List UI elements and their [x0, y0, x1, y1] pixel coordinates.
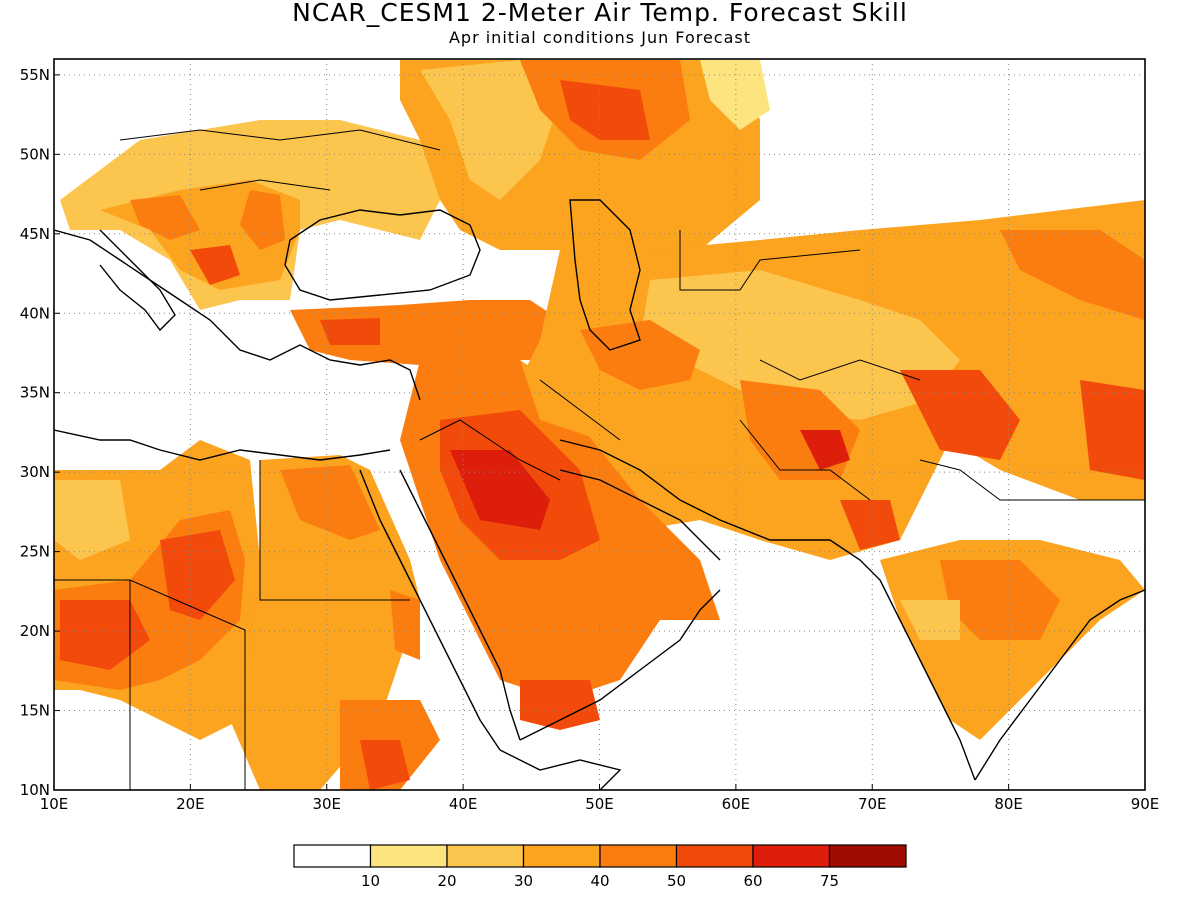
colorbar-label: 40 — [590, 872, 609, 890]
country-borders — [54, 129, 1145, 790]
lon-tick-label: 10E — [40, 795, 69, 813]
lon-tick-label: 70E — [858, 795, 887, 813]
lat-tick-label: 45N — [20, 225, 50, 243]
colorbar-label: 50 — [667, 872, 686, 890]
colorbar-swatch — [675, 844, 754, 868]
lat-tick-label: 40N — [20, 304, 50, 322]
colorbar-label: 60 — [743, 872, 762, 890]
lon-tick-label: 60E — [722, 795, 751, 813]
map-subtitle: Apr initial conditions Jun Forecast — [448, 28, 752, 47]
colorbar-swatch — [828, 844, 907, 868]
lon-tick-label: 50E — [585, 795, 614, 813]
lon-tick-label: 40E — [449, 795, 478, 813]
skill-region-turkey — [290, 300, 560, 365]
colorbar-label: 75 — [820, 872, 839, 890]
lon-tick-label: 20E — [176, 795, 205, 813]
lat-tick-label: 55N — [20, 66, 50, 84]
colorbar-label: 30 — [514, 872, 533, 890]
lat-tick-label: 20N — [20, 622, 50, 640]
lon-tick-label: 90E — [1131, 795, 1160, 813]
lat-tick-label: 35N — [20, 384, 50, 402]
colorbar-swatch — [293, 844, 372, 868]
lat-tick-label: 15N — [20, 702, 50, 720]
colorbar-swatch — [599, 844, 678, 868]
colorbar-swatch — [522, 844, 601, 868]
lat-tick-label: 10N — [20, 781, 50, 799]
map-title: NCAR_CESM1 2-Meter Air Temp. Forecast Sk… — [292, 0, 908, 27]
longitude-axis: 10E 20E 30E 40E 50E 60E 70E 80E 90E — [40, 784, 1160, 813]
skill-field — [54, 60, 1145, 790]
colorbar-label: 20 — [437, 872, 456, 890]
latitude-axis: 10N 15N 20N 25N 30N 35N 40N 45N 50N 55N — [20, 66, 60, 799]
lon-tick-label: 80E — [994, 795, 1023, 813]
colorbar-label: 10 — [361, 872, 380, 890]
coastlines — [54, 199, 1145, 790]
lat-tick-label: 25N — [20, 543, 50, 561]
colorbar-swatch — [752, 844, 831, 868]
lat-tick-label: 30N — [20, 463, 50, 481]
colorbar-swatch — [446, 844, 525, 868]
colorbar-swatch — [369, 844, 448, 868]
lat-tick-label: 50N — [20, 145, 50, 163]
colorbar: 10 20 30 40 50 60 75 — [293, 844, 907, 890]
lon-tick-label: 30E — [312, 795, 341, 813]
